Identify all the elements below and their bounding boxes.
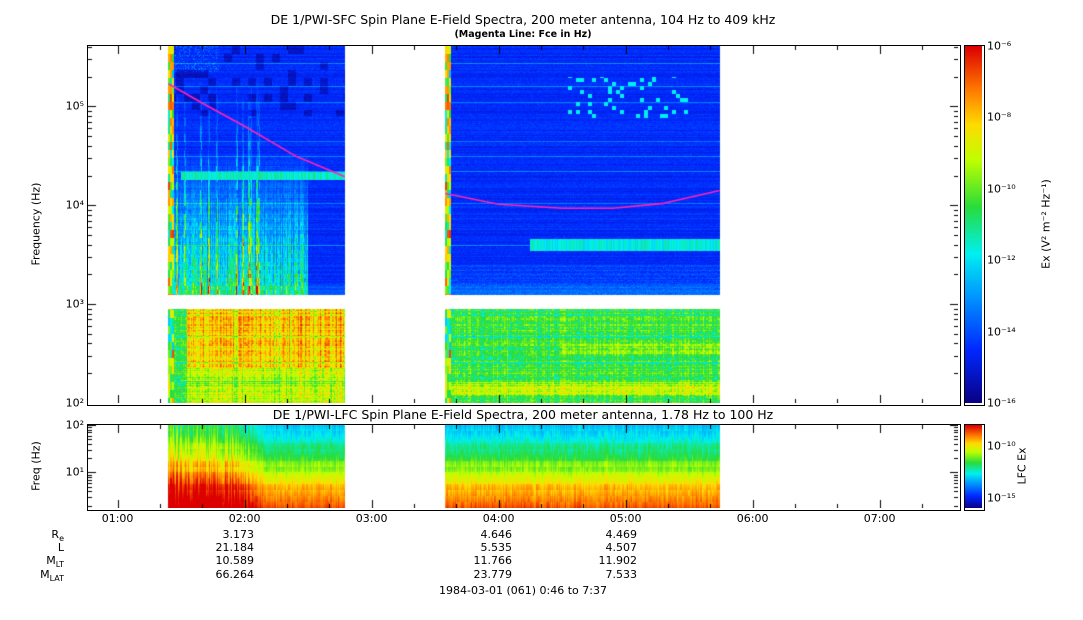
- ephemeris-value: 66.264: [215, 568, 255, 581]
- ephemeris-row-label: L: [0, 541, 64, 556]
- lfc-colorbar-tick-label: 10⁻¹⁵: [987, 491, 1016, 505]
- lfc-colorbar-label: LFC Ex: [1015, 447, 1029, 485]
- sfc-title: DE 1/PWI-SFC Spin Plane E-Field Spectra,…: [270, 12, 776, 27]
- time-tick-label: 05:00: [609, 512, 642, 525]
- lfc-title: DE 1/PWI-LFC Spin Plane E-Field Spectra,…: [272, 407, 774, 422]
- ephemeris-value: 11.902: [598, 554, 638, 567]
- sfc-ytick-label: 10⁴: [65, 198, 84, 212]
- lfc-y-axis-label: Freq (Hz): [29, 441, 43, 491]
- ephemeris-value: 5.535: [480, 541, 513, 554]
- lfc-colorbar-tick-label: 10⁻¹⁰: [987, 439, 1016, 453]
- ephemeris-value: 4.646: [480, 528, 513, 541]
- lfc-colorbar-canvas: [965, 425, 982, 508]
- ephemeris-value: 4.507: [605, 541, 638, 554]
- ephemeris-value: 23.779: [473, 568, 513, 581]
- time-tick-label: 02:00: [228, 512, 261, 525]
- ephemeris-label-main: M: [46, 554, 56, 567]
- ephemeris-value: 3.173: [222, 528, 255, 541]
- ephemeris-label-sub: LAT: [49, 574, 64, 584]
- sfc-colorbar-canvas: [965, 46, 982, 403]
- ephemeris-label-main: L: [57, 541, 64, 554]
- time-tick-label: 06:00: [736, 512, 769, 525]
- ephemeris-row-label: MLAT: [0, 568, 64, 583]
- lfc-ytick-label: 10²: [65, 418, 84, 432]
- ephemeris-value: 21.184: [215, 541, 255, 554]
- sfc-colorbar-tick-label: 10⁻¹⁴: [987, 325, 1016, 339]
- sfc-spectrogram-canvas: [88, 46, 958, 403]
- time-range-footer: 1984-03-01 (061) 0:46 to 7:37: [439, 584, 607, 597]
- sfc-ytick-label: 10²: [65, 396, 84, 410]
- time-tick-label: 07:00: [863, 512, 896, 525]
- ephemeris-label-main: M: [40, 568, 50, 581]
- ephemeris-row-mlat: MLAT 66.264 23.779 7.533: [0, 568, 1083, 583]
- ephemeris-row-mlt: MLT 10.589 11.766 11.902: [0, 554, 1083, 569]
- sfc-ytick-label: 10³: [65, 297, 84, 311]
- ephemeris-label-main: R: [51, 528, 60, 541]
- sfc-subtitle: (Magenta Line: Fce in Hz): [454, 29, 592, 40]
- ephemeris-label-sub: LT: [55, 560, 64, 570]
- ephemeris-row-l: L 21.184 5.535 4.507: [0, 541, 1083, 554]
- sfc-colorbar-tick-label: 10⁻⁶: [987, 39, 1012, 53]
- sfc-y-axis-label: Frequency (Hz): [29, 182, 43, 266]
- ephemeris-row-label: Re: [0, 528, 64, 543]
- ephemeris-row-re: Re 3.173 4.646 4.469: [0, 528, 1083, 543]
- ephemeris-value: 11.766: [473, 554, 513, 567]
- lfc-ytick-label: 10¹: [65, 465, 84, 479]
- ephemeris-value: 4.469: [605, 528, 638, 541]
- time-tick-label: 04:00: [482, 512, 515, 525]
- sfc-colorbar-tick-label: 10⁻⁸: [987, 110, 1012, 124]
- time-tick-label: 03:00: [355, 512, 388, 525]
- sfc-colorbar-label: Ex (V² m⁻² Hz⁻¹): [1039, 179, 1053, 269]
- sfc-ytick-label: 10⁵: [65, 99, 84, 113]
- time-tick-label: 01:00: [101, 512, 134, 525]
- sfc-colorbar-tick-label: 10⁻¹⁰: [987, 182, 1016, 196]
- ephemeris-value: 7.533: [605, 568, 638, 581]
- sfc-colorbar-tick-label: 10⁻¹⁶: [987, 396, 1016, 410]
- ephemeris-value: 10.589: [215, 554, 255, 567]
- sfc-colorbar-tick-label: 10⁻¹²: [987, 253, 1016, 267]
- ephemeris-label-sub: e: [59, 534, 64, 544]
- ephemeris-row-label: MLT: [0, 554, 64, 569]
- lfc-spectrogram-canvas: [88, 425, 958, 508]
